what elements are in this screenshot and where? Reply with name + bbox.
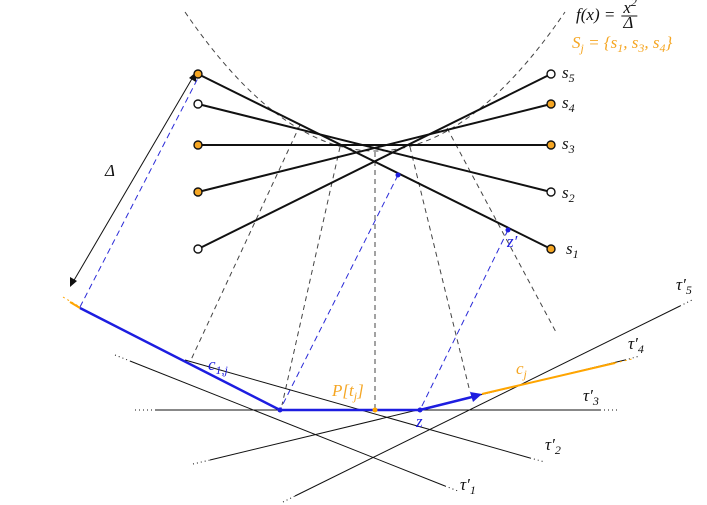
path-c bbox=[62, 296, 633, 412]
label-run: 2 bbox=[631, 0, 637, 9]
tau4-label: τ′4 bbox=[628, 334, 644, 356]
label-run: 1 bbox=[617, 41, 623, 55]
tau2-label: τ′2 bbox=[545, 435, 561, 457]
delta-label: Δ bbox=[104, 161, 115, 180]
blue-projections bbox=[79, 77, 509, 411]
label-run: ] bbox=[356, 381, 364, 400]
label-run: j bbox=[352, 389, 358, 403]
label-run: 1 bbox=[573, 247, 579, 261]
points bbox=[277, 172, 511, 413]
label-run: x bbox=[622, 0, 631, 17]
label-run: 5 bbox=[686, 283, 692, 297]
label-run: 3 bbox=[637, 41, 644, 55]
label-run: τ′ bbox=[628, 334, 638, 353]
label-run: , s bbox=[644, 33, 660, 52]
label-run: 4 bbox=[659, 41, 665, 55]
label-run: τ′ bbox=[583, 386, 593, 405]
s2-label: s2 bbox=[562, 183, 575, 205]
label-run: , s bbox=[623, 33, 639, 52]
delta-arrow bbox=[70, 72, 196, 287]
cj-label: cj bbox=[516, 359, 528, 381]
label-run: s bbox=[562, 63, 569, 82]
label-run: = {s bbox=[584, 33, 618, 52]
label-run: f bbox=[576, 5, 583, 24]
label-run: j bbox=[579, 41, 585, 55]
z-label: z bbox=[415, 412, 423, 431]
construction bbox=[62, 11, 693, 503]
fraction-denominator: Δ bbox=[622, 13, 633, 32]
tau1-label: τ′1 bbox=[460, 475, 476, 497]
s1-label: s1 bbox=[566, 239, 579, 261]
label-run: (x) = bbox=[581, 5, 616, 24]
s4-label: s4 bbox=[562, 93, 575, 115]
label-run: 3 bbox=[568, 142, 575, 156]
label-run: 2 bbox=[569, 191, 575, 205]
segments bbox=[197, 73, 552, 250]
zprime-label: z′ bbox=[506, 232, 518, 251]
label-run: P[t bbox=[331, 381, 355, 400]
label-run: s bbox=[562, 134, 569, 153]
label-run: s bbox=[566, 239, 573, 258]
tau5-label: τ′5 bbox=[676, 275, 692, 297]
label-run: τ′ bbox=[545, 435, 555, 454]
label-run: 1 bbox=[470, 483, 476, 497]
parabola bbox=[184, 11, 566, 152]
label-run: 5 bbox=[569, 71, 575, 85]
label-run: s bbox=[562, 93, 569, 112]
set-label: Sj = {s1, s3, s4} bbox=[572, 33, 672, 55]
label-run: 2 bbox=[555, 443, 561, 457]
tau3-label: τ′3 bbox=[583, 386, 599, 408]
label-run: 1,j bbox=[216, 363, 229, 377]
label-run: } bbox=[665, 33, 672, 52]
c1j-label: c1,j bbox=[208, 355, 229, 377]
label-run: Δ bbox=[104, 161, 115, 180]
label-run: τ′ bbox=[460, 475, 470, 494]
label-run: s bbox=[562, 183, 569, 202]
label-run: 4 bbox=[638, 342, 644, 356]
label-run: z′ bbox=[506, 232, 518, 251]
label-run: 4 bbox=[569, 101, 575, 115]
endpoints bbox=[193, 69, 556, 254]
label-run: τ′ bbox=[676, 275, 686, 294]
function-label: f(x) = bbox=[576, 5, 615, 24]
label-run: S bbox=[572, 33, 581, 52]
fraction-numerator: x2 bbox=[622, 0, 637, 17]
label-run: j bbox=[522, 367, 528, 381]
label-run: z bbox=[415, 412, 423, 431]
label-run: 3 bbox=[592, 394, 599, 408]
projection-lines bbox=[189, 124, 558, 410]
tau-dotted-ends bbox=[114, 299, 693, 503]
ptj-label: P[tj] bbox=[331, 381, 364, 403]
label-run: c bbox=[516, 359, 524, 378]
s5-label: s5 bbox=[562, 63, 575, 85]
label-run: c bbox=[208, 355, 216, 374]
s3-label: s3 bbox=[562, 134, 575, 156]
